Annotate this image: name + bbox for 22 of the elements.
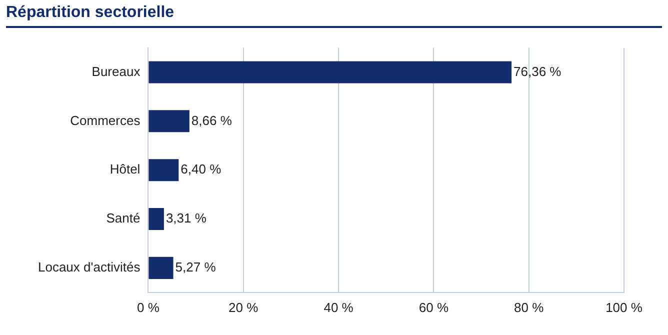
y-tick-label: Locaux d'activités bbox=[38, 260, 141, 275]
data-label: 8,66 % bbox=[191, 112, 232, 128]
bar bbox=[148, 208, 164, 230]
x-tick-label: 100 % bbox=[606, 300, 643, 315]
x-tick-label: 0 % bbox=[137, 300, 160, 315]
data-label: 6,40 % bbox=[180, 162, 222, 177]
x-tick-label: 80 % bbox=[514, 300, 544, 315]
bar bbox=[148, 256, 174, 279]
data-label: 3,31 % bbox=[166, 210, 207, 226]
y-tick-label: Santé bbox=[106, 210, 140, 226]
x-tick-label: 60 % bbox=[418, 300, 449, 315]
y-tick-label: Bureaux bbox=[92, 64, 141, 79]
chart-title: Répartition sectorielle bbox=[6, 4, 662, 28]
x-tick-label: 40 % bbox=[324, 300, 354, 315]
y-tick-label: Hôtel bbox=[110, 162, 140, 177]
bar bbox=[148, 61, 512, 84]
data-label: 76,36 % bbox=[514, 64, 562, 79]
y-tick-label: Commerces bbox=[70, 112, 141, 128]
x-tick-label: 20 % bbox=[228, 300, 259, 315]
data-label: 5,27 % bbox=[175, 260, 216, 275]
bar bbox=[148, 159, 179, 182]
bar bbox=[148, 110, 190, 132]
